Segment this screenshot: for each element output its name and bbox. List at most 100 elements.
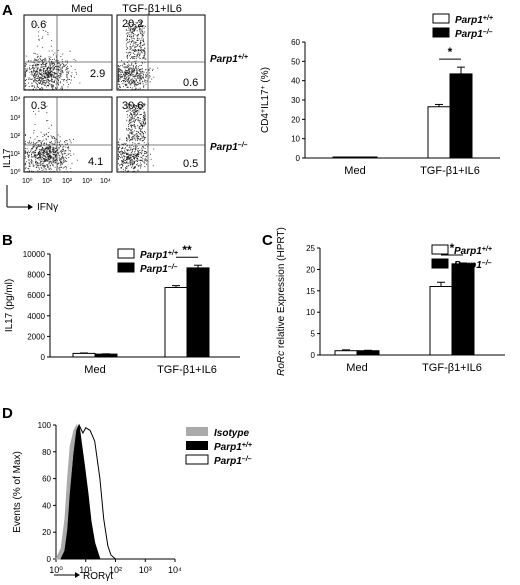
y-tick-label: 20 <box>42 528 51 537</box>
bar <box>72 352 96 358</box>
quadrant-value: 30.6 <box>122 100 143 112</box>
quadrant-value: 20.2 <box>122 18 143 30</box>
flow-dot-cloud <box>117 21 159 91</box>
y-tick-label: 40 <box>42 501 51 510</box>
y-tick-label: 20 <box>306 265 315 274</box>
flow-y-tick: 10¹ <box>10 151 21 158</box>
y-tick-label: 100 <box>38 421 52 430</box>
y-tick-label: 60 <box>291 38 300 47</box>
flow-y-tick: 10⁴ <box>10 96 21 103</box>
y-tick-label: 6000 <box>27 291 45 300</box>
y-tick-label: 5 <box>311 330 316 339</box>
legend-swatch-ko <box>431 258 449 269</box>
category-label: TGF-β1+IL6 <box>420 165 480 177</box>
y-tick-label: 0 <box>311 351 316 360</box>
y-tick-label: 8000 <box>27 271 45 280</box>
bar-chart-a: 0 10 20 30 40 50 60 CD4+IL17+ (%) Med TGF-β1+IL6 *… <box>260 13 500 177</box>
legend-swatch-wt <box>431 244 449 255</box>
flow-dot-cloud <box>117 103 155 173</box>
bar <box>356 350 380 356</box>
legend-swatch-wt <box>117 248 135 259</box>
bar <box>427 106 451 159</box>
legend-label-wt: Parp1+/+ <box>140 250 178 262</box>
flow-col-header-tgf: TGF-β1+IL6 <box>122 3 182 15</box>
x-axis-label: RORγt <box>83 571 113 582</box>
x-tick-label: 10³ <box>139 565 152 575</box>
quadrant-gates <box>24 15 205 172</box>
legend-label-ko: Parp1–/– <box>454 260 492 272</box>
legend-swatch-ko <box>117 262 135 273</box>
bar <box>332 156 356 159</box>
legend-label-wt: Parp1+/+ <box>455 15 493 27</box>
y-tick-label: 50 <box>291 57 300 66</box>
quadrant-value: 0.6 <box>31 19 46 31</box>
bar <box>94 353 118 358</box>
y-axis-label: RoRc relative Expression (HPRT) <box>276 227 287 376</box>
histogram-curve <box>60 423 117 560</box>
quadrant-value: 4.1 <box>88 156 103 168</box>
flow-x-tick: 10⁴ <box>100 178 111 185</box>
legend-swatch-wt <box>186 441 208 450</box>
bar <box>334 350 358 356</box>
bar <box>354 156 378 159</box>
flow-y-axis-label: IL17 <box>2 148 13 168</box>
significance-marker: ** <box>182 243 192 257</box>
flow-dot-cloud <box>24 22 81 91</box>
y-tick-label: 4000 <box>27 312 45 321</box>
bar <box>164 286 188 358</box>
bar-chart-c: 0 5 10 15 20 25 RoRc relative Expression (HPRT… <box>276 227 505 376</box>
y-tick-label: 10000 <box>23 250 46 259</box>
category-label: Med <box>84 364 105 376</box>
arrow-right-icon <box>75 572 80 578</box>
y-tick-label: 15 <box>306 287 315 296</box>
bar-chart-b: 0 2000 4000 6000 8000 10000 IL17 (pg/ml) Med TGF… <box>4 243 240 376</box>
flow-y-tick: 10² <box>10 133 21 140</box>
x-tick-label: 10² <box>109 565 122 575</box>
y-tick-label: 0 <box>47 555 52 564</box>
flow-row-label-ko: Parp1–/– <box>210 142 248 154</box>
legend-label-wt: Parp1+/+ <box>454 246 492 258</box>
x-tick-label: 10¹ <box>79 565 92 575</box>
y-tick-label: 30 <box>291 96 300 105</box>
panel-label-b: B <box>2 232 13 249</box>
flow-cytometry-grid: Med TGF-β1+IL6 0.6 2.9 20.2 0.6 0.3 4.1 … <box>2 3 248 213</box>
arrow-right-icon <box>28 204 33 210</box>
flow-y-tick: 10³ <box>10 115 21 122</box>
bar <box>429 286 453 356</box>
category-label: Med <box>344 165 365 177</box>
y-axis-label: IL17 (pg/ml) <box>4 279 15 332</box>
flow-tick-labels: 10⁰ 10¹ 10² 10³ 10⁴ 10⁰ 10¹ 10² 10³ 10⁴ <box>10 96 111 185</box>
quadrant-value: 0.6 <box>183 77 198 89</box>
category-label: TGF-β1+IL6 <box>157 364 217 376</box>
y-tick-label: 10 <box>306 308 315 317</box>
flow-x-tick: 10³ <box>82 178 93 185</box>
y-tick-label: 80 <box>42 448 51 457</box>
flow-axis-arrows: IL17 IFNγ <box>2 148 58 213</box>
quadrant-value: 0.3 <box>31 100 46 112</box>
flow-x-tick: 10⁰ <box>22 177 33 185</box>
legend-label-wt: Parp1+/+ <box>214 442 252 454</box>
legend-swatch-ko <box>432 27 450 38</box>
panel-label-a: A <box>2 2 13 19</box>
y-tick-label: 0 <box>41 353 46 362</box>
x-tick-label: 10⁴ <box>168 565 182 575</box>
panel-label-c: C <box>262 232 273 249</box>
flow-x-axis-label: IFNγ <box>37 202 58 213</box>
legend-swatch-ko <box>185 454 209 465</box>
significance-marker: * <box>448 45 453 59</box>
flow-dot-cloud <box>24 104 78 173</box>
y-tick-label: 20 <box>291 115 300 124</box>
legend-swatch-wt <box>432 13 450 24</box>
flow-plot-ko-med <box>23 96 113 173</box>
flow-col-header-med: Med <box>71 3 92 15</box>
quadrant-value: 2.9 <box>90 68 105 80</box>
y-tick-label: 2000 <box>27 332 45 341</box>
flow-y-tick: 10⁰ <box>10 168 21 176</box>
flow-dot-plots <box>24 21 159 173</box>
y-axis-label: Events (% of Max) <box>12 451 23 533</box>
legend-label-ko: Parp1–/– <box>140 264 178 276</box>
y-axis-label: CD4+IL17+ (%) <box>260 67 272 133</box>
significance-marker: * <box>450 241 455 255</box>
legend-label-isotype: Isotype <box>214 428 249 439</box>
